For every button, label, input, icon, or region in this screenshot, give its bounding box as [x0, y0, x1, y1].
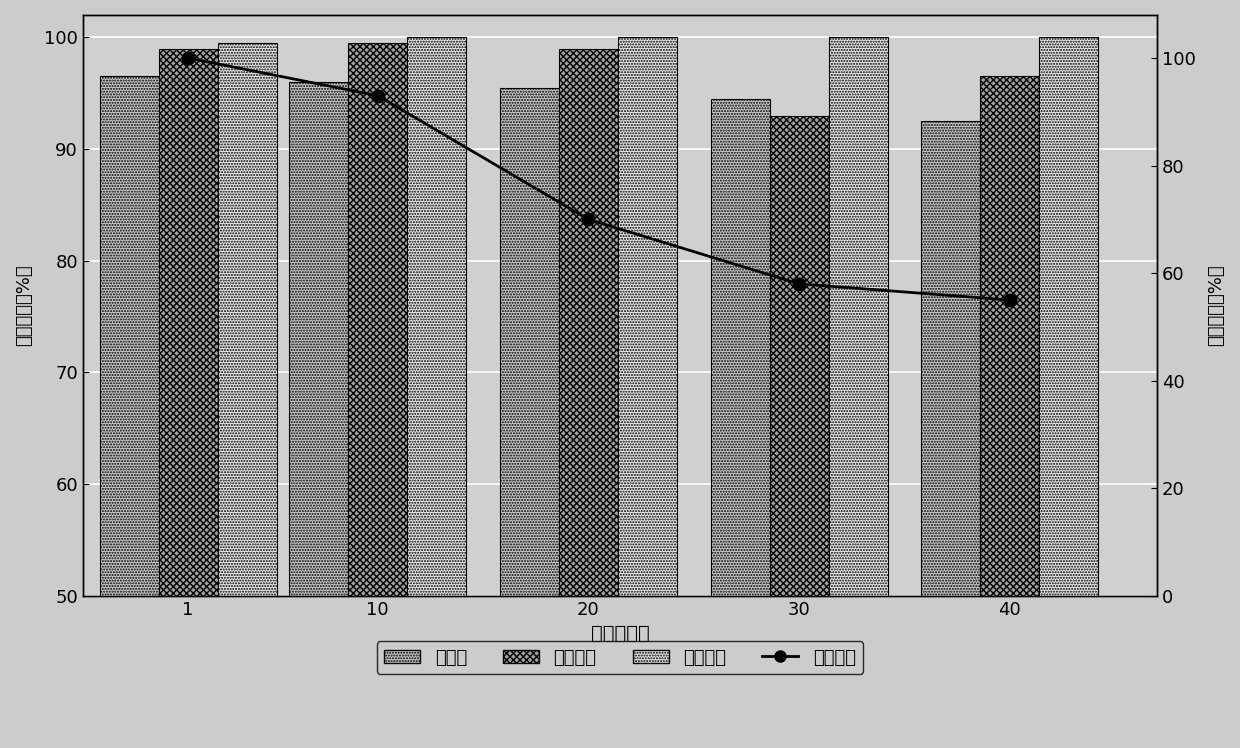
Bar: [218, 43, 277, 748]
Bar: [159, 49, 218, 748]
Bar: [618, 37, 677, 748]
Y-axis label: 剩余酶活（%）: 剩余酶活（%）: [1207, 265, 1225, 346]
Bar: [348, 43, 407, 748]
X-axis label: 反应循环数: 反应循环数: [590, 625, 650, 643]
剩余酶活: [371, 91, 386, 100]
Bar: [980, 76, 1039, 748]
Legend: 黄豆苷, 染料木苷, 黄豆黄苷, 剩余酶活: 黄豆苷, 染料木苷, 黄豆黄苷, 剩余酶活: [377, 642, 863, 674]
Bar: [289, 82, 348, 748]
剩余酶活: [791, 280, 806, 289]
剩余酶活: [181, 54, 196, 63]
Bar: [559, 49, 618, 748]
Bar: [921, 121, 980, 748]
Bar: [1039, 37, 1099, 748]
Bar: [770, 115, 828, 748]
Bar: [407, 37, 466, 748]
剩余酶活: [1002, 295, 1017, 304]
Bar: [711, 99, 770, 748]
Bar: [99, 76, 159, 748]
Bar: [828, 37, 888, 748]
剩余酶活: [582, 215, 596, 224]
Bar: [500, 88, 559, 748]
Line: 剩余酶活: 剩余酶活: [182, 52, 1016, 306]
Y-axis label: 水解效率（%）: 水解效率（%）: [15, 265, 33, 346]
